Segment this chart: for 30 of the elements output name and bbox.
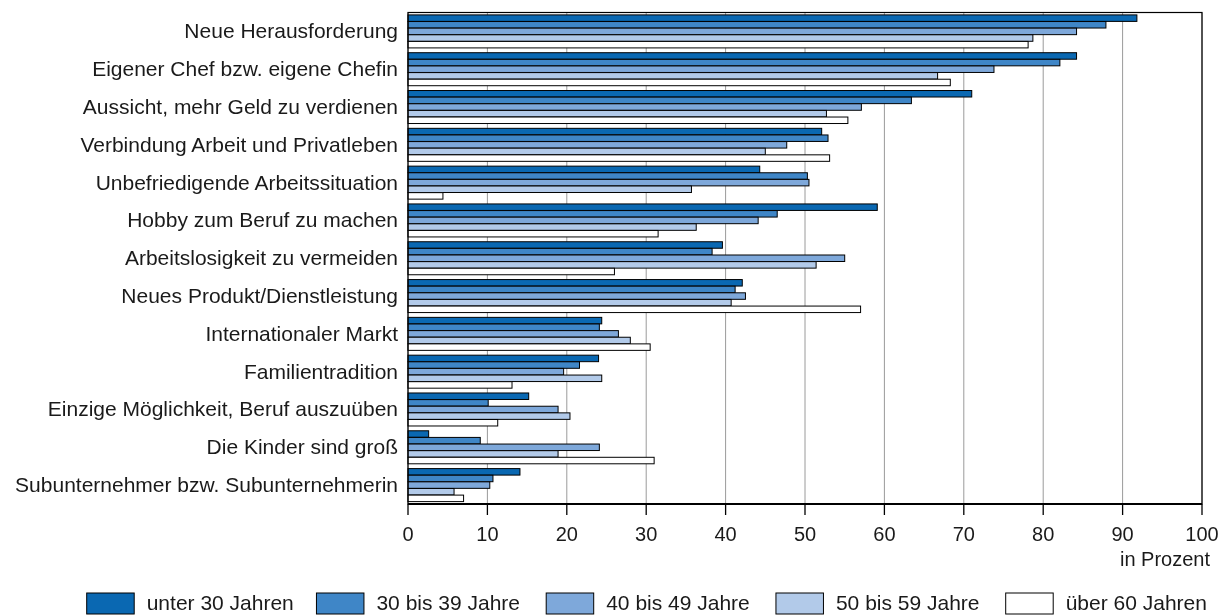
x-axis-title: in Prozent [1119, 548, 1211, 570]
y-tick-label: Familientradition [243, 359, 398, 383]
x-tick-label: 0 [402, 523, 414, 545]
x-tick-label: 100 [1185, 523, 1219, 545]
legend-label: über 60 Jahren [1065, 591, 1207, 614]
y-tick-label: Unbefriedigende Arbeitssituation [95, 170, 398, 194]
y-tick-label: Verbindung Arbeit und Privatleben [80, 132, 398, 156]
y-tick-label: Neue Herausforderung [184, 19, 398, 43]
legend-label: unter 30 Jahren [146, 591, 294, 614]
x-tick-label: 80 [1032, 523, 1055, 545]
legend-label: 40 bis 49 Jahre [606, 591, 750, 614]
legend-label: 30 bis 39 Jahre [376, 591, 521, 614]
y-tick-label: Die Kinder sind groß [206, 435, 398, 459]
x-tick-label: 50 [793, 523, 817, 545]
x-tick-label: 20 [555, 523, 578, 545]
x-tick-label: 30 [635, 523, 658, 545]
x-tick-label: 90 [1111, 523, 1134, 545]
x-tick-label: 10 [476, 523, 499, 545]
x-tick-label: 40 [714, 523, 737, 545]
y-tick-label: Hobby zum Beruf zu machen [127, 208, 398, 232]
y-tick-label: Neues Produkt/Dienstleistung [121, 284, 398, 308]
y-tick-label: Einzige Möglichkeit, Beruf auszuüben [47, 397, 398, 421]
y-tick-label: Eigener Chef bzw. eigene Chefin [92, 57, 398, 81]
y-tick-label: Aussicht, mehr Geld zu verdienen [82, 95, 398, 119]
x-tick-label: 60 [873, 523, 896, 545]
y-tick-label: Subunternehmer bzw. Subunternehmerin [15, 473, 398, 497]
y-tick-label: Arbeitslosigkeit zu vermeiden [124, 246, 398, 270]
legend-label: 50 bis 59 Jahre [835, 591, 980, 614]
y-tick-label: Internationaler Markt [205, 321, 399, 345]
x-tick-label: 70 [952, 523, 975, 545]
